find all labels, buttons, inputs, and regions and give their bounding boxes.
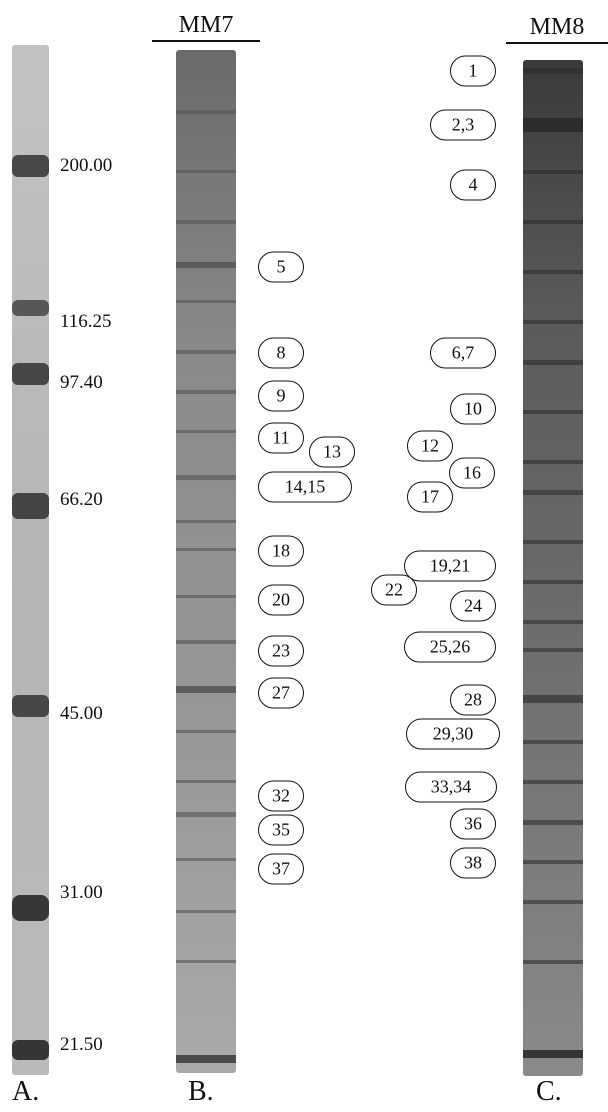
spot-label: 37 bbox=[258, 853, 304, 885]
mw-label-116: 116.25 bbox=[60, 311, 112, 332]
spot-label: 16 bbox=[449, 457, 495, 489]
spot-label: 24 bbox=[450, 590, 496, 622]
spot-label: 25,26 bbox=[404, 631, 496, 663]
mw-label-97: 97.40 bbox=[60, 372, 103, 393]
spot-label: 33,34 bbox=[405, 771, 497, 803]
spot-label: 9 bbox=[258, 380, 304, 412]
spot-label: 4 bbox=[450, 169, 496, 201]
spot-label: 38 bbox=[450, 847, 496, 879]
spot-label: 13 bbox=[309, 436, 355, 468]
spot-label: 11 bbox=[258, 422, 304, 454]
spot-label: 14,15 bbox=[258, 471, 352, 503]
lane-b-header-rule bbox=[152, 40, 260, 42]
spot-label: 23 bbox=[258, 635, 304, 667]
lane-c-header: MM8 bbox=[506, 14, 608, 44]
spot-label: 10 bbox=[450, 393, 496, 425]
spot-label: 20 bbox=[258, 584, 304, 616]
spot-label: 6,7 bbox=[430, 337, 496, 369]
spot-label: 36 bbox=[450, 808, 496, 840]
spot-label: 18 bbox=[258, 535, 304, 567]
marker-lane-a bbox=[12, 45, 49, 1075]
panel-label-b: B. bbox=[188, 1076, 214, 1107]
spot-label: 17 bbox=[407, 481, 453, 513]
lane-c-title: MM8 bbox=[529, 14, 585, 40]
marker-lane-a-bands bbox=[12, 45, 49, 1075]
spot-label: 29,30 bbox=[406, 718, 500, 750]
panel-label-c: C. bbox=[536, 1076, 562, 1107]
lane-mm8-bands bbox=[523, 60, 583, 1076]
lane-b-title: MM7 bbox=[178, 12, 234, 38]
mw-label-31: 31.00 bbox=[60, 882, 103, 903]
spot-label: 27 bbox=[258, 677, 304, 709]
panel-label-a: A. bbox=[12, 1076, 40, 1107]
spot-label: 28 bbox=[450, 684, 496, 716]
spot-label: 1 bbox=[450, 55, 496, 87]
sample-lane-mm7 bbox=[176, 50, 236, 1073]
mw-label-21: 21.50 bbox=[60, 1034, 103, 1055]
mw-label-45: 45.00 bbox=[60, 703, 103, 724]
mw-label-200: 200.00 bbox=[60, 155, 113, 176]
spot-label: 5 bbox=[258, 251, 304, 283]
sample-lane-mm8 bbox=[523, 60, 583, 1076]
lane-b-header: MM7 bbox=[152, 12, 260, 42]
spot-label: 2,3 bbox=[430, 109, 496, 141]
spot-label: 8 bbox=[258, 337, 304, 369]
spot-label: 35 bbox=[258, 814, 304, 846]
spot-label: 19,21 bbox=[404, 550, 496, 582]
lane-mm7-bands bbox=[176, 50, 236, 1073]
spot-label: 22 bbox=[371, 574, 417, 606]
spot-label: 32 bbox=[258, 780, 304, 812]
mw-label-66: 66.20 bbox=[60, 489, 103, 510]
lane-c-header-rule bbox=[506, 42, 608, 44]
spot-label: 12 bbox=[407, 430, 453, 462]
